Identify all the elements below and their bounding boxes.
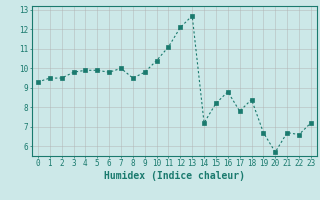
X-axis label: Humidex (Indice chaleur): Humidex (Indice chaleur) bbox=[104, 171, 245, 181]
